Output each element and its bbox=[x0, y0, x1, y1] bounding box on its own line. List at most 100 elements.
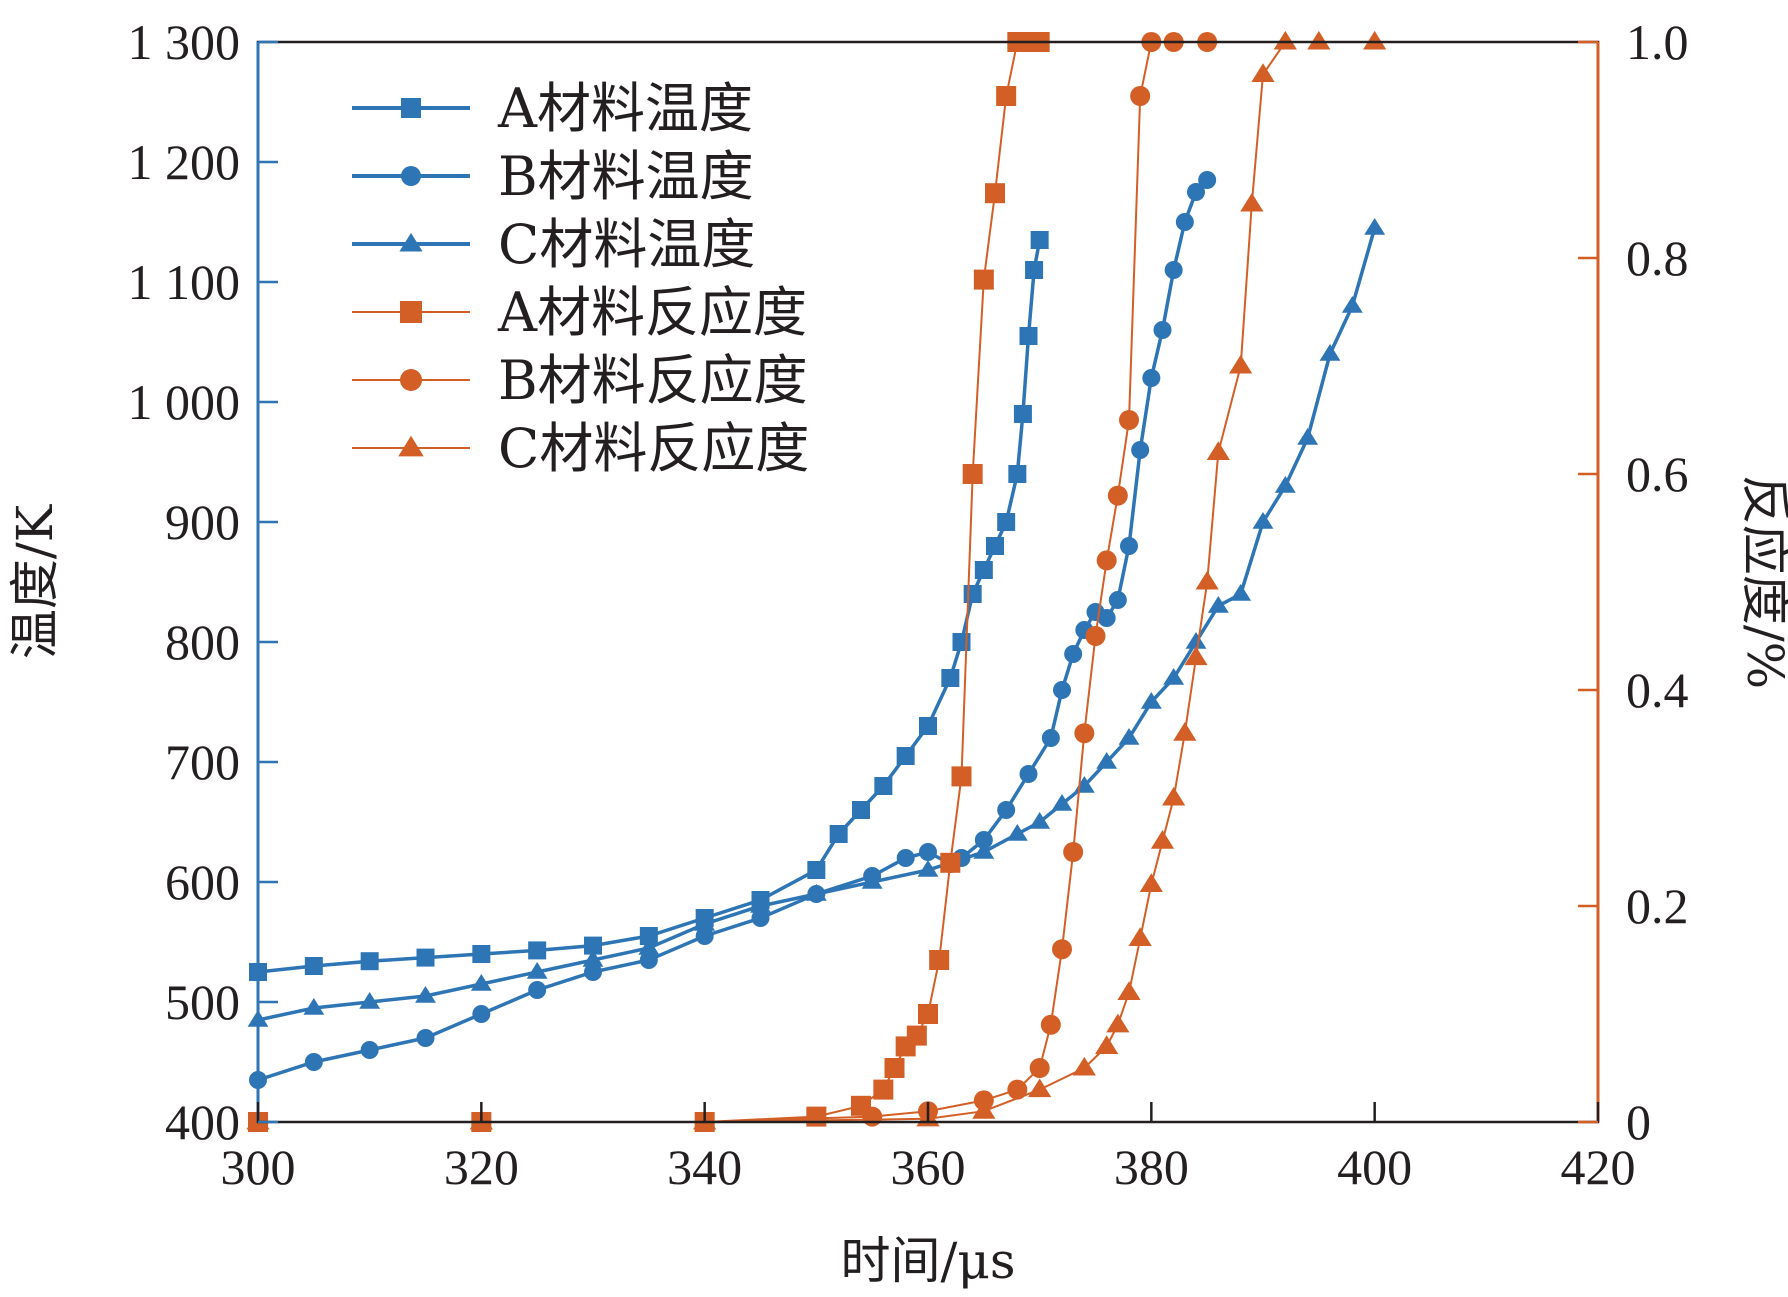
legend-marker bbox=[399, 232, 423, 252]
data-point bbox=[359, 991, 381, 1009]
data-point bbox=[1128, 927, 1152, 946]
data-point bbox=[528, 941, 547, 960]
data-point bbox=[962, 464, 983, 484]
x-tick-label: 340 bbox=[667, 1139, 742, 1195]
legend-marker bbox=[400, 369, 422, 391]
legend-item: B材料温度 bbox=[352, 145, 754, 208]
data-point bbox=[528, 981, 547, 999]
data-point bbox=[861, 871, 883, 889]
data-point bbox=[862, 1106, 883, 1127]
data-point bbox=[1198, 171, 1217, 189]
legend-label: A材料温度 bbox=[497, 77, 753, 140]
data-point bbox=[304, 957, 323, 975]
data-point bbox=[1173, 722, 1197, 741]
data-point bbox=[974, 831, 993, 849]
data-point bbox=[1074, 723, 1095, 744]
data-point bbox=[1019, 327, 1038, 345]
x-tick-label: 360 bbox=[891, 1139, 966, 1195]
data-point bbox=[1052, 939, 1072, 960]
legend-marker bbox=[398, 435, 424, 457]
data-point bbox=[416, 948, 435, 967]
data-point bbox=[472, 945, 491, 963]
legend-label: B材料温度 bbox=[498, 145, 754, 208]
legend-marker bbox=[401, 166, 421, 186]
data-point bbox=[973, 841, 995, 859]
data-point bbox=[1096, 550, 1117, 571]
data-point bbox=[416, 1029, 435, 1047]
data-point bbox=[1195, 570, 1219, 590]
data-point bbox=[884, 1058, 905, 1078]
data-point bbox=[1251, 63, 1275, 82]
x-tick-label: 380 bbox=[1114, 1139, 1189, 1195]
data-point bbox=[1008, 465, 1027, 483]
y-tick-label: 900 bbox=[165, 494, 240, 550]
series-line bbox=[257, 178, 1209, 1082]
series-2 bbox=[249, 171, 1217, 1089]
data-point bbox=[1187, 183, 1205, 201]
data-point bbox=[1051, 793, 1073, 811]
data-point bbox=[1108, 591, 1127, 609]
data-point bbox=[1153, 321, 1172, 339]
data-point bbox=[1131, 441, 1150, 459]
legend-label: C材料温度 bbox=[498, 213, 755, 276]
series-4 bbox=[248, 32, 1050, 1132]
y2-tick-label: 0.4 bbox=[1626, 662, 1689, 718]
data-point bbox=[1150, 830, 1175, 849]
y2-axis-title: 反应度/% bbox=[1736, 475, 1788, 689]
data-point bbox=[1041, 729, 1060, 747]
data-point bbox=[918, 1004, 938, 1024]
data-point bbox=[750, 895, 771, 913]
data-point bbox=[751, 909, 770, 927]
data-point bbox=[986, 537, 1004, 555]
data-point bbox=[997, 801, 1016, 819]
x-tick-label: 420 bbox=[1561, 1139, 1636, 1195]
data-point bbox=[1140, 691, 1162, 709]
y-tick-label: 700 bbox=[165, 734, 240, 790]
legend-item: A材料温度 bbox=[352, 77, 753, 140]
series-line bbox=[258, 41, 1375, 1123]
data-point bbox=[1307, 30, 1331, 50]
data-point bbox=[1072, 1056, 1096, 1076]
y-tick-label: 1 300 bbox=[128, 14, 241, 70]
data-point bbox=[1363, 30, 1387, 50]
data-point bbox=[304, 1053, 323, 1071]
data-point bbox=[852, 801, 870, 819]
y-tick-label: 600 bbox=[165, 854, 240, 910]
data-point bbox=[1095, 1035, 1119, 1054]
data-point bbox=[906, 1025, 927, 1046]
data-point bbox=[1106, 1013, 1130, 1033]
data-point bbox=[952, 633, 971, 651]
data-point bbox=[584, 963, 602, 981]
y-tick-label: 500 bbox=[165, 974, 240, 1030]
series-1 bbox=[249, 231, 1049, 981]
data-point bbox=[1240, 192, 1264, 212]
data-point bbox=[1120, 537, 1138, 555]
data-point bbox=[1163, 667, 1185, 685]
data-point bbox=[694, 913, 716, 931]
data-point bbox=[941, 669, 960, 687]
legend-item: C材料温度 bbox=[352, 213, 755, 276]
y-tick-label: 800 bbox=[165, 614, 240, 670]
data-point bbox=[874, 777, 893, 795]
data-point bbox=[973, 269, 994, 290]
legend-label: B材料反应度 bbox=[498, 349, 808, 412]
x-axis-title: 时间/μs bbox=[841, 1232, 1016, 1290]
data-point bbox=[1019, 765, 1038, 783]
data-point bbox=[1096, 751, 1118, 769]
y-axis-title: 温度/K bbox=[6, 503, 64, 659]
y2-tick-label: 0 bbox=[1626, 1094, 1651, 1150]
data-point bbox=[1206, 441, 1230, 460]
y-tick-label: 1 000 bbox=[128, 374, 241, 430]
data-point bbox=[582, 949, 604, 967]
data-point bbox=[1162, 786, 1186, 806]
data-point bbox=[1097, 609, 1116, 627]
data-point bbox=[472, 1005, 491, 1023]
data-point bbox=[896, 849, 915, 867]
data-point bbox=[896, 747, 915, 765]
data-point bbox=[1085, 626, 1106, 646]
data-point bbox=[1029, 1058, 1050, 1078]
data-point bbox=[1139, 873, 1163, 892]
data-point bbox=[1274, 475, 1296, 493]
data-point bbox=[1007, 1079, 1028, 1100]
